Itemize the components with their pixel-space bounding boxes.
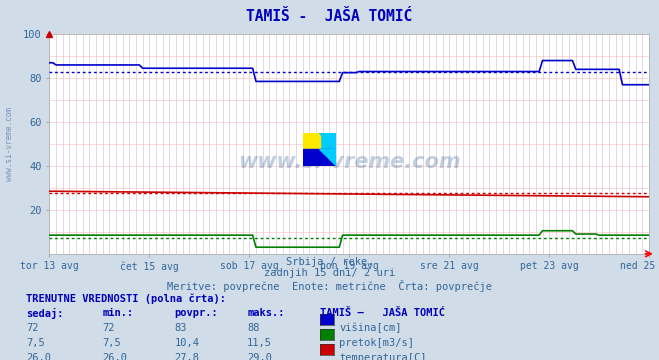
Polygon shape bbox=[320, 133, 336, 149]
Text: 7,5: 7,5 bbox=[102, 338, 121, 348]
Text: 7,5: 7,5 bbox=[26, 338, 45, 348]
Text: TAMIŠ -  JAŠA TOMIĆ: TAMIŠ - JAŠA TOMIĆ bbox=[246, 9, 413, 24]
Text: 72: 72 bbox=[26, 323, 39, 333]
Text: 26,0: 26,0 bbox=[26, 353, 51, 360]
Text: maks.:: maks.: bbox=[247, 308, 285, 318]
Text: TAMIŠ –   JAŠA TOMIĆ: TAMIŠ – JAŠA TOMIĆ bbox=[320, 308, 445, 318]
Text: 88: 88 bbox=[247, 323, 260, 333]
Text: www.si-vreme.com: www.si-vreme.com bbox=[5, 107, 14, 181]
Bar bbox=[303, 149, 336, 166]
Text: zadnjih 15 dni/ 2 uri: zadnjih 15 dni/ 2 uri bbox=[264, 268, 395, 278]
Text: temperatura[C]: temperatura[C] bbox=[339, 353, 427, 360]
Polygon shape bbox=[303, 133, 320, 149]
Text: 29,0: 29,0 bbox=[247, 353, 272, 360]
Text: min.:: min.: bbox=[102, 308, 133, 318]
Text: Srbija / reke.: Srbija / reke. bbox=[286, 257, 373, 267]
Text: www.si-vreme.com: www.si-vreme.com bbox=[238, 152, 461, 172]
Text: pretok[m3/s]: pretok[m3/s] bbox=[339, 338, 415, 348]
Text: 72: 72 bbox=[102, 323, 115, 333]
Text: TRENUTNE VREDNOSTI (polna črta):: TRENUTNE VREDNOSTI (polna črta): bbox=[26, 293, 226, 304]
Text: 83: 83 bbox=[175, 323, 187, 333]
Text: povpr.:: povpr.: bbox=[175, 308, 218, 318]
Text: Meritve: povprečne  Enote: metrične  Črta: povprečje: Meritve: povprečne Enote: metrične Črta:… bbox=[167, 280, 492, 292]
Text: 26,0: 26,0 bbox=[102, 353, 127, 360]
Text: sedaj:: sedaj: bbox=[26, 308, 64, 319]
Text: višina[cm]: višina[cm] bbox=[339, 323, 402, 333]
Bar bbox=[303, 133, 320, 149]
Text: 10,4: 10,4 bbox=[175, 338, 200, 348]
Text: 27,8: 27,8 bbox=[175, 353, 200, 360]
Polygon shape bbox=[320, 149, 336, 166]
Text: 11,5: 11,5 bbox=[247, 338, 272, 348]
